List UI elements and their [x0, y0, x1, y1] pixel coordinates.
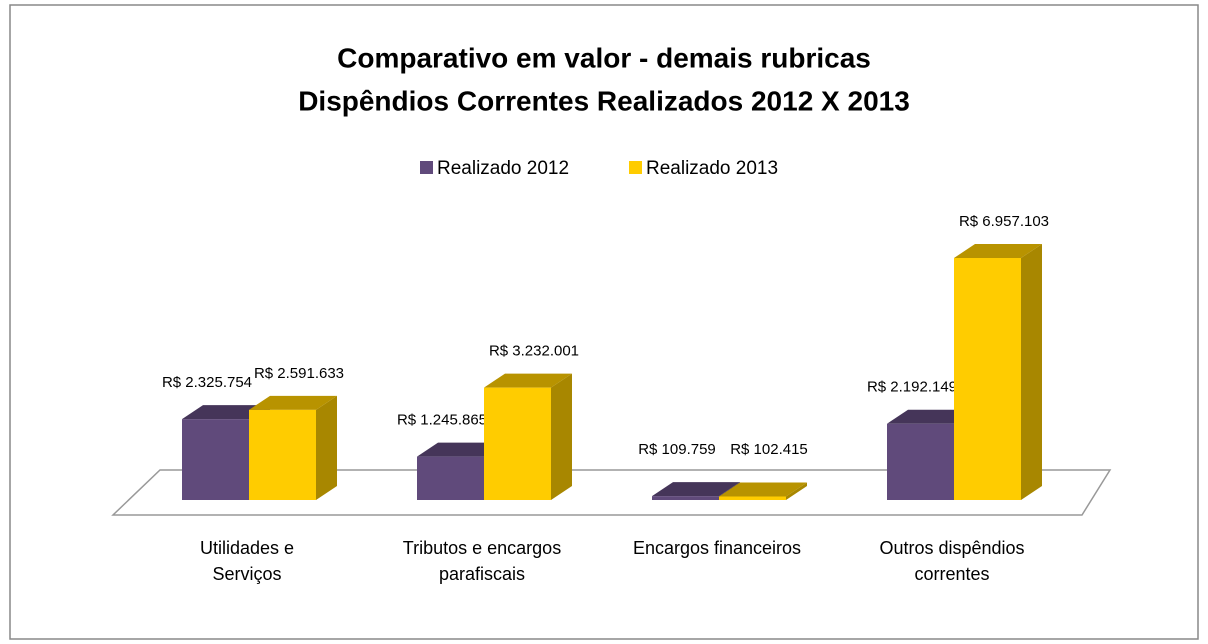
- data-label: R$ 102.415: [730, 441, 808, 458]
- bar: [249, 395, 337, 500]
- bar-top: [719, 482, 807, 497]
- bar-top: [182, 405, 270, 420]
- legend-swatch: [629, 161, 642, 174]
- x-tick-label: Encargos financeiros: [632, 538, 802, 558]
- bar-side: [786, 482, 807, 500]
- bar-side: [1021, 244, 1042, 500]
- bar-front: [652, 496, 719, 500]
- legend-label: Realizado 2013: [646, 158, 778, 179]
- bar-front: [417, 456, 484, 500]
- bar-top: [652, 482, 740, 497]
- chart-title: Comparativo em valor - demais rubricas: [337, 42, 871, 73]
- x-tick-label: Tributos e encargos parafiscais: [402, 538, 562, 584]
- data-label: R$ 109.759: [638, 441, 716, 458]
- bar: [954, 244, 1042, 500]
- bar-front: [719, 496, 786, 500]
- bar-front: [182, 419, 249, 500]
- bar-top: [954, 244, 1042, 258]
- bar-front: [249, 409, 316, 500]
- floor: [111, 469, 1112, 516]
- data-label: R$ 1.245.865: [397, 412, 487, 429]
- data-label: R$ 6.957.103: [959, 213, 1049, 230]
- data-label: R$ 2.591.633: [254, 365, 344, 382]
- x-tick-label: Outros dispêndios correntes: [879, 538, 1025, 584]
- x-tick-label: Utilidades e Serviços: [199, 538, 295, 584]
- bar: [719, 482, 807, 500]
- legend-swatch: [420, 161, 433, 174]
- bar-front: [954, 258, 1021, 500]
- data-label: R$ 3.232.001: [489, 343, 579, 360]
- bar-top: [887, 409, 975, 424]
- bar-side: [551, 373, 572, 500]
- chart-title: Dispêndios Correntes Realizados 2012 X 2…: [298, 85, 910, 116]
- bar-top: [417, 442, 505, 457]
- bar-top: [249, 395, 337, 410]
- bar-front: [887, 423, 954, 500]
- bar: [484, 373, 572, 500]
- bar-top: [484, 373, 572, 388]
- bar-front: [484, 387, 551, 500]
- bar-side: [316, 395, 337, 500]
- data-label: R$ 2.325.754: [162, 374, 252, 391]
- data-label: R$ 2.192.149: [867, 379, 957, 396]
- legend-label: Realizado 2012: [437, 158, 569, 179]
